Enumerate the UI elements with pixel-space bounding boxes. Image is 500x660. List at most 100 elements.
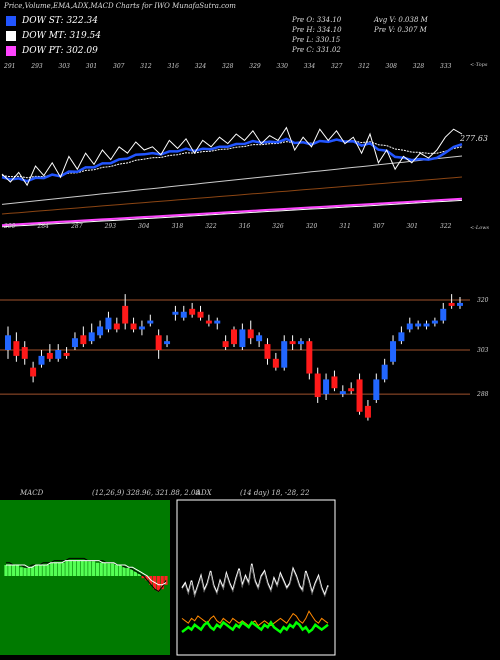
- candle-up: [256, 335, 263, 342]
- top-label: 328: [413, 63, 425, 70]
- macd-histogram-bar: [15, 565, 20, 576]
- macd-histogram-bar: [107, 562, 111, 576]
- low-label: 318: [172, 223, 184, 230]
- macd-histogram-bar: [88, 560, 92, 576]
- candle-up: [415, 323, 422, 327]
- macd-histogram-bar: [111, 562, 115, 576]
- macd-histogram-bar: [137, 573, 141, 576]
- macd-histogram-bar: [53, 562, 58, 576]
- candle-down: [30, 367, 37, 377]
- top-label: 316: [168, 63, 180, 70]
- prev-low: Pre L: 330.15: [292, 36, 341, 44]
- adx-label: ADX: [195, 489, 213, 497]
- candle-up: [214, 320, 221, 324]
- macd-histogram-bar: [76, 560, 80, 576]
- ema-pt-shadow-line: [1, 199, 463, 228]
- candle-down: [13, 341, 20, 356]
- ema-short-line: [1, 137, 463, 183]
- candle-up: [147, 320, 154, 324]
- candle-up: [390, 341, 397, 362]
- top-label: 293: [30, 63, 43, 70]
- macd-histogram-bar: [133, 571, 138, 576]
- macd-histogram-bar: [99, 562, 103, 576]
- candle-down: [247, 329, 254, 339]
- macd-histogram-bar: [92, 560, 96, 576]
- candle-down: [197, 311, 204, 318]
- low-label: 293: [104, 223, 117, 230]
- avg-volume: Avg V: 0.038 M: [374, 16, 428, 24]
- candle-up: [297, 341, 304, 345]
- candle-down: [306, 341, 313, 374]
- top-label: 291: [3, 63, 15, 70]
- macd-histogram-bar: [80, 560, 84, 576]
- low-label: 301: [406, 223, 417, 230]
- macd-line: [6, 557, 167, 593]
- macd-histogram-bar: [141, 576, 145, 579]
- candle-down: [364, 405, 371, 418]
- prev-high: Pre H: 334.10: [292, 26, 342, 34]
- low-label: 290: [3, 223, 16, 230]
- macd-histogram-bar: [46, 565, 50, 576]
- candle-down: [63, 352, 70, 356]
- top-label: 327: [331, 63, 343, 70]
- candle-up: [172, 311, 179, 315]
- macd-histogram-bar: [12, 565, 16, 576]
- candle-down: [21, 347, 28, 359]
- top-label: 328: [222, 63, 234, 70]
- candle-up: [323, 379, 330, 395]
- candle-up: [5, 335, 11, 350]
- macd-params: (12,26,9) 328.96, 321.88, 2.08: [92, 489, 200, 497]
- legend-dow-mt: DOW MT: 319.54: [6, 31, 101, 41]
- prev-close: Pre C: 331.02: [292, 46, 341, 54]
- candle-up: [164, 341, 171, 345]
- macd-histogram-bar: [27, 567, 31, 576]
- candle-down: [205, 320, 212, 324]
- candle-up: [373, 379, 380, 400]
- candle-down: [289, 341, 296, 345]
- top-label: 301: [86, 63, 97, 70]
- candle-down: [231, 329, 237, 345]
- macd-histogram-bar: [84, 560, 88, 576]
- candle-down: [264, 344, 271, 359]
- candle-down: [80, 335, 87, 345]
- low-label: 326: [272, 223, 284, 230]
- low-label: 322: [205, 223, 217, 230]
- candle-up: [281, 341, 288, 368]
- level-label: 288: [476, 391, 489, 398]
- low-label: 284: [37, 223, 50, 230]
- candle-down: [272, 358, 279, 368]
- top-label: 324: [195, 63, 207, 70]
- candle-down: [448, 302, 455, 306]
- low-label: 307: [373, 223, 385, 230]
- top-label: 333: [440, 63, 452, 70]
- macd-histogram-bar: [160, 576, 164, 590]
- candle-down: [155, 335, 162, 350]
- top-label: 312: [358, 63, 370, 70]
- candle-up: [55, 350, 62, 359]
- candle-down: [222, 341, 229, 348]
- candle-up: [71, 338, 78, 348]
- candle-down: [331, 376, 338, 389]
- dow-pt-swatch: [6, 46, 16, 56]
- candle-down: [46, 352, 53, 359]
- macd-histogram-bar: [69, 560, 73, 576]
- candle-up: [381, 364, 388, 380]
- top-label: 312: [140, 63, 152, 70]
- chart-title: Price,Volume,EMA,ADX,MACD Charts for IWO…: [4, 2, 236, 10]
- macd-histogram-bar: [50, 562, 54, 576]
- macd-histogram-bar: [65, 560, 69, 576]
- macd-histogram-bar: [38, 565, 42, 576]
- macd-histogram-bar: [31, 567, 35, 576]
- macd-histogram-bar: [122, 567, 126, 576]
- top-label: 308: [386, 63, 398, 70]
- macd-signal-line: [6, 560, 167, 586]
- macd-histogram-bar: [114, 565, 119, 576]
- candle-down: [348, 388, 355, 392]
- candle-up: [88, 332, 95, 342]
- adx-green-line: [181, 620, 329, 634]
- candle-down: [130, 323, 137, 330]
- candle-down: [113, 323, 120, 330]
- candle-down: [122, 305, 129, 324]
- candle-up: [138, 326, 145, 330]
